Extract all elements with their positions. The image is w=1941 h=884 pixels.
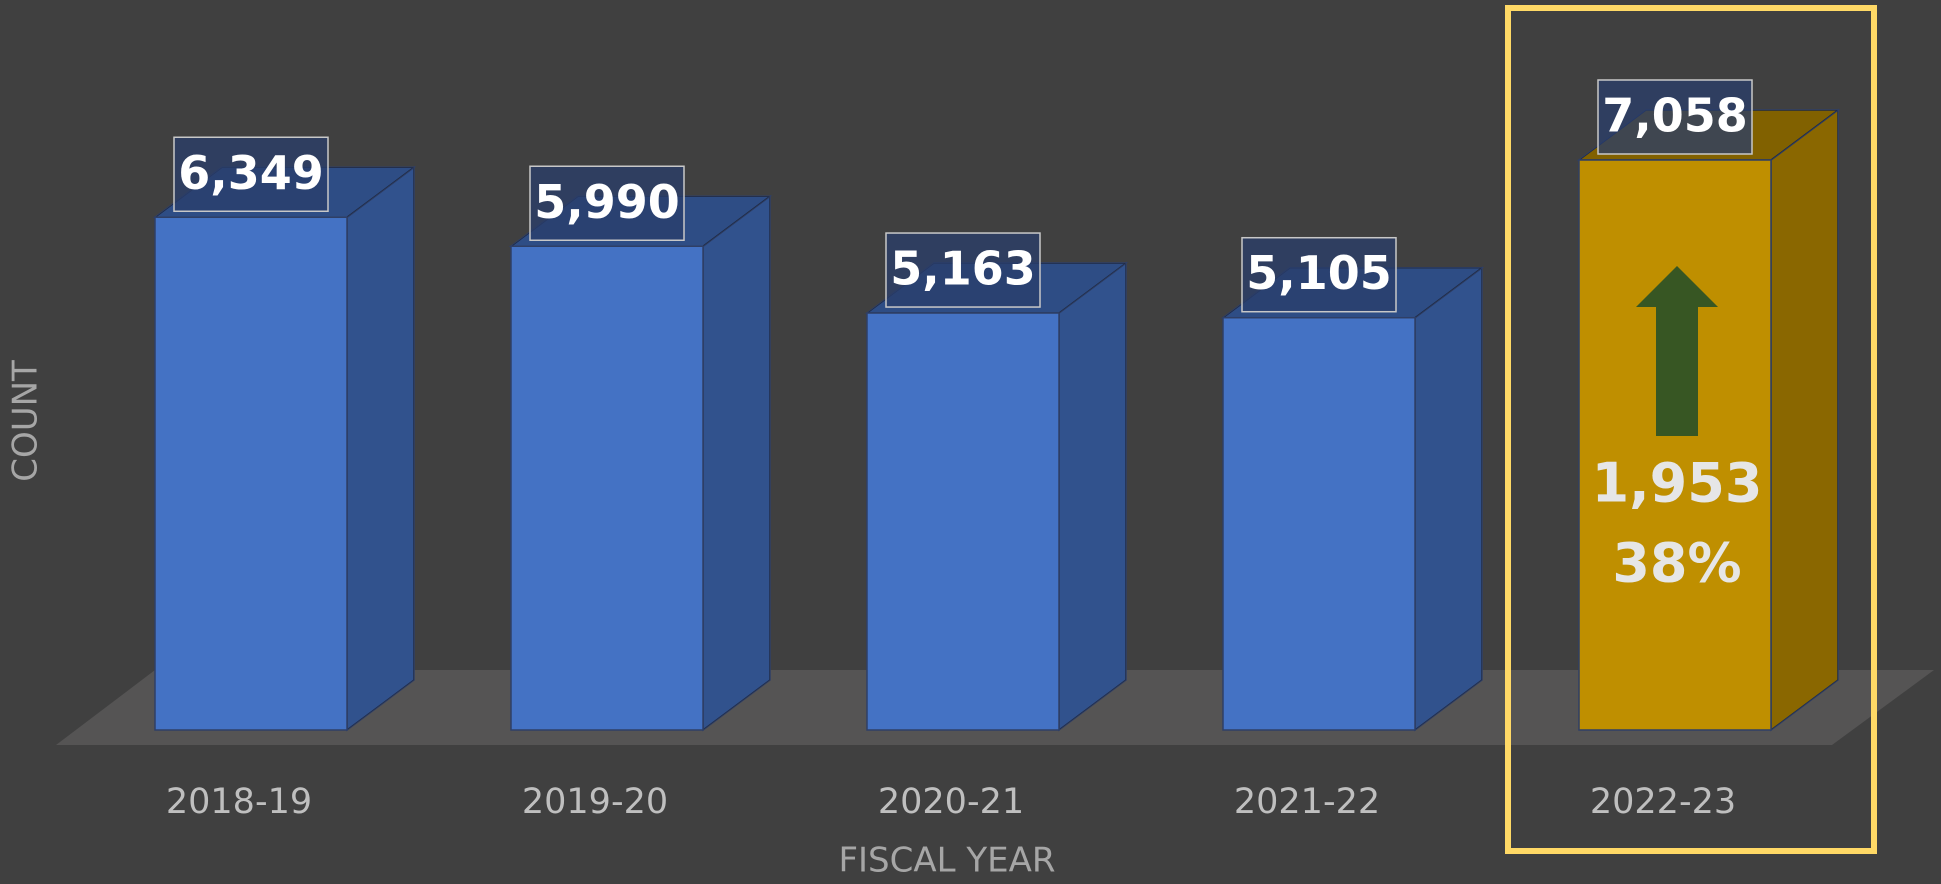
x-tick-label: 2020-21 (878, 782, 1024, 822)
bar-side-shade (1059, 263, 1126, 730)
bar-side-shade (1415, 267, 1482, 730)
bar-side-shade (1771, 110, 1838, 730)
value-label-box (1597, 79, 1753, 155)
x-tick-label: 2019-20 (522, 782, 668, 822)
x-tick-label: 2018-19 (166, 782, 312, 822)
bar-side-shade (347, 167, 414, 730)
value-label: 5,990 (534, 175, 680, 229)
bar (866, 312, 1060, 731)
bar (154, 216, 348, 731)
x-tick-label: 2021-22 (1234, 782, 1380, 822)
highlight-frame (1505, 5, 1877, 854)
bar-side-shade (703, 196, 770, 730)
bar (1578, 159, 1772, 731)
x-tick-label: 2022-23 (1590, 782, 1736, 822)
bar (510, 245, 704, 731)
value-label-box (885, 232, 1041, 308)
bars: 6,349 2018-19 5,990 2019-20 5,163 2020-21 5,10… (152, 79, 1841, 822)
bar (1222, 316, 1416, 731)
value-label: 6,349 (178, 146, 324, 200)
value-label: 5,163 (890, 242, 1036, 296)
x-axis-title: FISCAL YEAR (838, 841, 1055, 881)
value-label: 7,058 (1602, 89, 1748, 143)
value-label: 5,105 (1246, 246, 1392, 300)
arrow-head (1636, 266, 1718, 307)
y-axis-title: COUNT (6, 360, 46, 482)
value-label-box (173, 136, 329, 213)
value-label-box (1241, 236, 1397, 313)
annotation: 38% (1612, 532, 1741, 595)
annotation: 1,953 (1592, 452, 1763, 515)
arrow-shaft (1656, 307, 1698, 436)
value-label-box (529, 165, 685, 242)
